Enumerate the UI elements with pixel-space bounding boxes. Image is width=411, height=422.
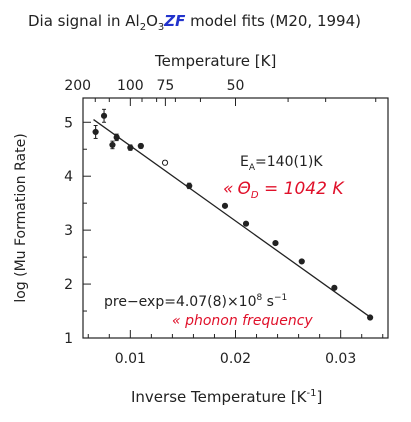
data-point: [367, 314, 374, 321]
data-point: [331, 284, 338, 291]
data-point: [109, 141, 116, 149]
y-tick-label: 1: [64, 331, 73, 347]
data-point: [113, 134, 120, 141]
pre-exponential-label: pre−exp=4.07(8)×108 s−1: [104, 293, 287, 310]
x-tick-label: 0.01: [115, 351, 146, 367]
data-point: [161, 159, 169, 166]
left-axis: 1 2 3 4 5: [64, 115, 91, 347]
top-tick-label: 50: [227, 78, 245, 94]
data-point: [137, 142, 144, 150]
data-point: [100, 112, 108, 119]
x-tick-label: 0.02: [220, 351, 251, 367]
data-point: [127, 144, 134, 151]
activation-energy-label: EA=140(1)K: [240, 154, 323, 173]
y-tick-label: 2: [64, 277, 73, 293]
y-tick-label: 3: [64, 223, 73, 239]
data-point: [272, 239, 279, 247]
chart-title: Dia signal in Al2O3ZF model fits (M20, 1…: [28, 12, 361, 33]
y-tick-label: 5: [64, 115, 73, 131]
data-point: [92, 128, 99, 136]
top-axis-label: Temperature [K]: [154, 52, 276, 70]
x-axis-label: Inverse Temperature [K-1]: [131, 388, 322, 406]
top-tick-label: 200: [64, 78, 91, 94]
fit-line: [93, 119, 373, 320]
x-tick-label: 0.03: [325, 351, 356, 367]
y-tick-label: 4: [64, 169, 73, 185]
data-point: [298, 258, 305, 265]
y-axis-label: log (Mu Formation Rate): [13, 133, 29, 302]
bottom-axis: 0.01 0.02 0.03: [87, 330, 384, 367]
phonon-frequency-note: « phonon frequency: [172, 313, 313, 329]
top-tick-label: 100: [117, 78, 144, 94]
data-point: [242, 220, 250, 227]
data-points: [92, 108, 374, 321]
data-point: [221, 202, 229, 209]
data-point: [186, 182, 193, 190]
top-tick-label: 75: [156, 78, 174, 94]
top-axis: 200 100 75 50: [64, 78, 377, 106]
debye-temperature-note: «ΘD = 1042 K: [223, 179, 345, 201]
